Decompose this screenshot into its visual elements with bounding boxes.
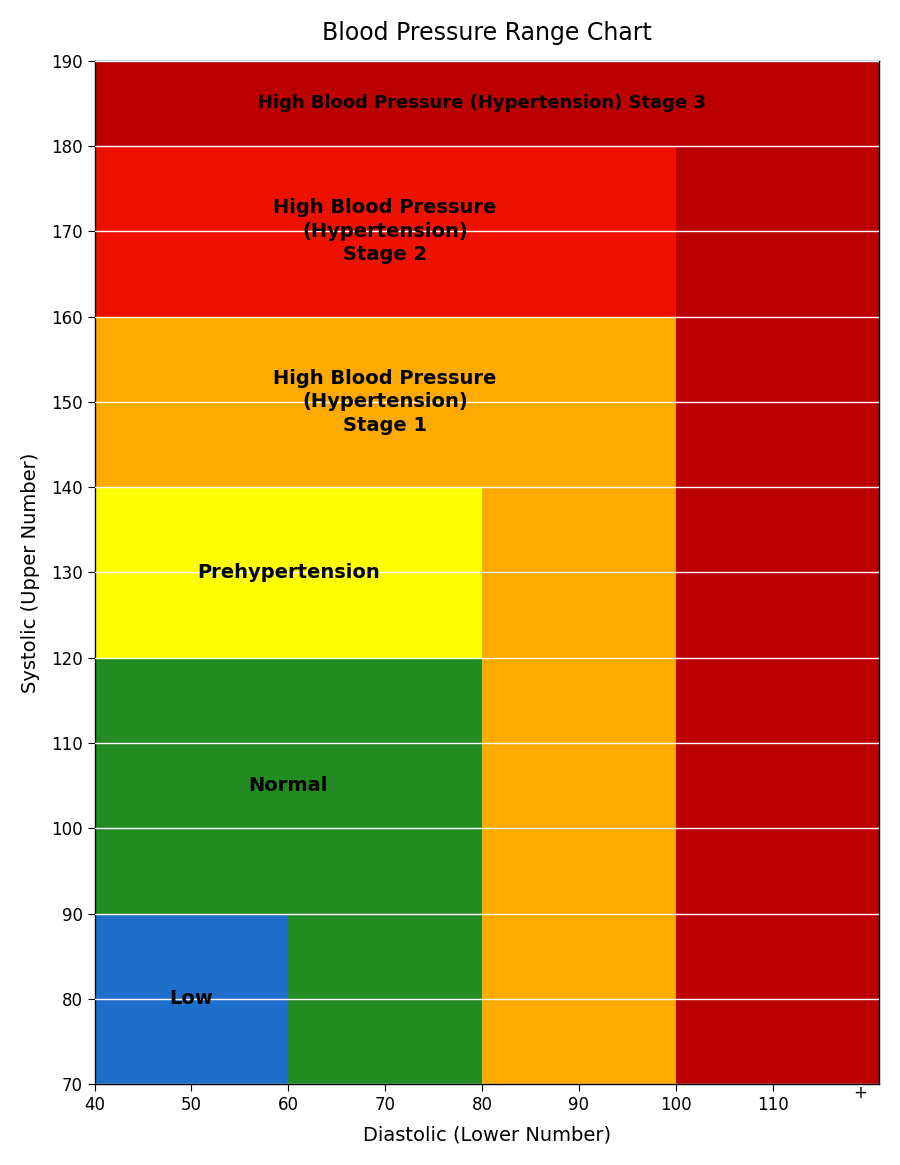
Text: Prehypertension: Prehypertension <box>197 563 380 582</box>
Bar <box>94 658 482 1085</box>
Title: Blood Pressure Range Chart: Blood Pressure Range Chart <box>322 21 652 44</box>
X-axis label: Diastolic (Lower Number): Diastolic (Lower Number) <box>363 1125 611 1144</box>
Y-axis label: Systolic (Upper Number): Systolic (Upper Number) <box>21 452 40 693</box>
Bar <box>94 487 482 1085</box>
Text: High Blood Pressure (Hypertension) Stage 3: High Blood Pressure (Hypertension) Stage… <box>258 94 706 112</box>
Text: Normal: Normal <box>248 776 328 796</box>
Text: High Blood Pressure
(Hypertension)
Stage 2: High Blood Pressure (Hypertension) Stage… <box>274 198 497 264</box>
Text: +: + <box>853 1085 867 1102</box>
Bar <box>94 317 676 1085</box>
Text: Low: Low <box>169 989 213 1009</box>
Bar <box>94 146 676 1085</box>
Bar <box>94 913 288 1085</box>
Text: High Blood Pressure
(Hypertension)
Stage 1: High Blood Pressure (Hypertension) Stage… <box>274 369 497 435</box>
